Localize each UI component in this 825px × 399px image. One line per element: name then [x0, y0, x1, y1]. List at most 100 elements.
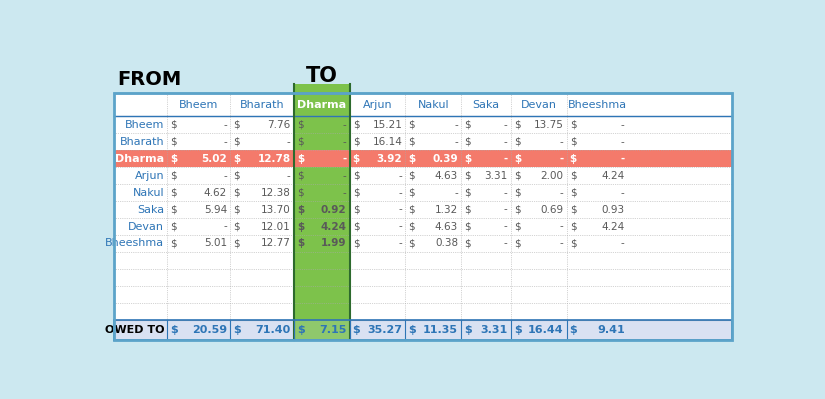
- Text: 3.92: 3.92: [377, 154, 403, 164]
- Text: 0.38: 0.38: [435, 239, 458, 249]
- Text: Devan: Devan: [129, 221, 164, 231]
- Text: $: $: [570, 137, 577, 147]
- Text: 9.41: 9.41: [597, 325, 625, 335]
- Bar: [114, 150, 732, 167]
- Text: $: $: [514, 239, 521, 249]
- Text: $: $: [570, 239, 577, 249]
- Text: -: -: [504, 221, 507, 231]
- Text: Devan: Devan: [521, 100, 557, 110]
- Text: $: $: [352, 239, 360, 249]
- Text: $: $: [233, 154, 241, 164]
- Text: 12.77: 12.77: [261, 239, 290, 249]
- Text: $: $: [297, 221, 304, 231]
- Text: $: $: [408, 154, 416, 164]
- Text: 13.75: 13.75: [534, 120, 563, 130]
- Text: $: $: [297, 325, 304, 335]
- Text: 0.93: 0.93: [601, 205, 625, 215]
- Text: $: $: [570, 325, 577, 335]
- Text: $: $: [464, 137, 471, 147]
- Text: $: $: [170, 120, 177, 130]
- Text: 4.63: 4.63: [435, 171, 458, 181]
- Text: $: $: [464, 239, 471, 249]
- Text: $: $: [464, 120, 471, 130]
- Text: $: $: [514, 221, 521, 231]
- Text: -: -: [455, 120, 458, 130]
- Text: $: $: [233, 137, 240, 147]
- Text: 2.00: 2.00: [540, 171, 563, 181]
- Text: $: $: [297, 120, 304, 130]
- Text: $: $: [352, 171, 360, 181]
- Text: $: $: [352, 120, 360, 130]
- Text: $: $: [464, 171, 471, 181]
- Text: $: $: [408, 137, 415, 147]
- Text: $: $: [514, 205, 521, 215]
- Text: Saka: Saka: [137, 205, 164, 215]
- Text: 5.94: 5.94: [204, 205, 227, 215]
- Text: $: $: [297, 137, 304, 147]
- Text: $: $: [233, 205, 240, 215]
- Text: -: -: [342, 154, 346, 164]
- Text: $: $: [170, 205, 177, 215]
- Text: 35.27: 35.27: [367, 325, 403, 335]
- Text: $: $: [464, 221, 471, 231]
- Text: -: -: [503, 154, 507, 164]
- Text: $: $: [170, 137, 177, 147]
- Text: -: -: [287, 171, 290, 181]
- Text: $: $: [352, 205, 360, 215]
- Text: -: -: [559, 137, 563, 147]
- Text: Arjun: Arjun: [363, 100, 393, 110]
- Text: -: -: [398, 205, 403, 215]
- Text: -: -: [224, 171, 227, 181]
- Text: $: $: [233, 171, 240, 181]
- Text: -: -: [621, 188, 625, 198]
- Text: 13.70: 13.70: [261, 205, 290, 215]
- Text: Bharath: Bharath: [240, 100, 285, 110]
- Text: 0.39: 0.39: [432, 154, 458, 164]
- Text: -: -: [398, 171, 403, 181]
- Text: 3.31: 3.31: [484, 171, 507, 181]
- Text: $: $: [297, 154, 304, 164]
- Text: $: $: [233, 120, 240, 130]
- Text: -: -: [398, 221, 403, 231]
- Text: OWED TO: OWED TO: [105, 325, 164, 335]
- Text: 0.92: 0.92: [321, 205, 346, 215]
- Text: $: $: [233, 325, 241, 335]
- Text: -: -: [342, 137, 346, 147]
- Text: $: $: [464, 188, 471, 198]
- Text: $: $: [408, 120, 415, 130]
- Text: $: $: [352, 221, 360, 231]
- Text: $: $: [170, 188, 177, 198]
- Text: -: -: [224, 120, 227, 130]
- Text: -: -: [559, 188, 563, 198]
- Text: $: $: [170, 154, 177, 164]
- Text: $: $: [352, 137, 360, 147]
- Text: -: -: [559, 154, 563, 164]
- Text: 7.15: 7.15: [319, 325, 346, 335]
- Text: -: -: [504, 137, 507, 147]
- Text: $: $: [464, 205, 471, 215]
- Text: -: -: [342, 171, 346, 181]
- Text: 4.24: 4.24: [601, 221, 625, 231]
- Text: $: $: [233, 221, 240, 231]
- Text: $: $: [352, 325, 361, 335]
- Text: $: $: [297, 171, 304, 181]
- Text: $: $: [297, 188, 304, 198]
- Text: $: $: [514, 137, 521, 147]
- Text: 4.24: 4.24: [601, 171, 625, 181]
- Text: $: $: [233, 188, 240, 198]
- Text: 7.76: 7.76: [267, 120, 290, 130]
- Text: 16.14: 16.14: [372, 137, 403, 147]
- Text: 11.35: 11.35: [423, 325, 458, 335]
- Text: Saka: Saka: [473, 100, 500, 110]
- Text: $: $: [514, 171, 521, 181]
- Text: $: $: [464, 325, 472, 335]
- Text: $: $: [170, 221, 177, 231]
- Text: $: $: [570, 154, 577, 164]
- Text: $: $: [233, 239, 240, 249]
- Text: $: $: [408, 171, 415, 181]
- Text: -: -: [621, 239, 625, 249]
- Text: 3.31: 3.31: [480, 325, 507, 335]
- Bar: [114, 93, 732, 340]
- Text: Bharath: Bharath: [120, 137, 164, 147]
- Text: -: -: [287, 137, 290, 147]
